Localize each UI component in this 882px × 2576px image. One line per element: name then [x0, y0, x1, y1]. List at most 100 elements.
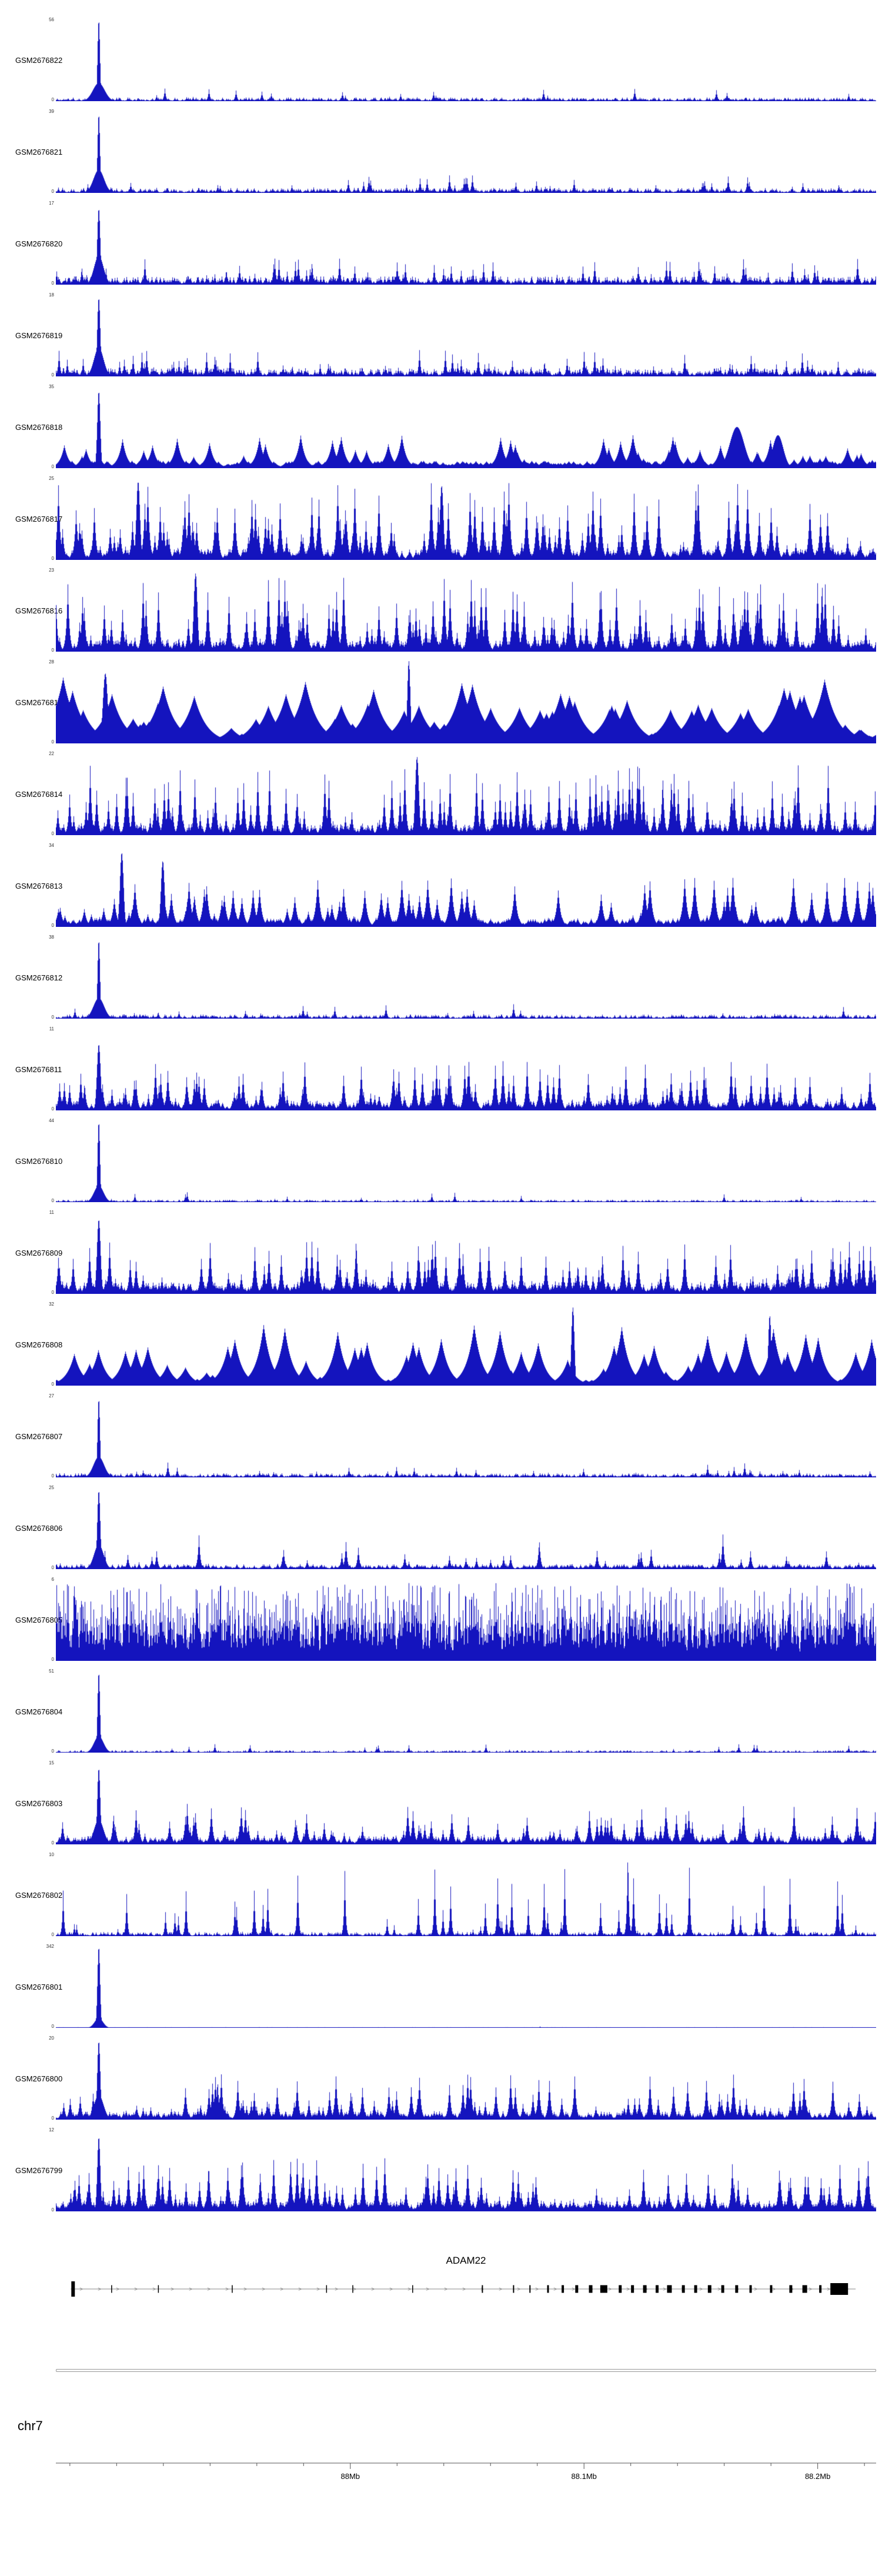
chromosome-ideogram: [56, 2369, 876, 2372]
signal-track-row: GSM2676816 23 0: [0, 565, 876, 656]
track-plot: 34 0: [49, 843, 876, 928]
strand-arrow-icon: >: [243, 2287, 247, 2293]
coverage-canvas: [56, 294, 876, 376]
track-ymax-value: 23: [49, 568, 54, 573]
axis-tick-label: 88Mb: [341, 2472, 360, 2481]
strand-arrow-icon: >: [353, 2287, 356, 2293]
gene-exon: [529, 2285, 531, 2293]
track-label: GSM2676818: [15, 422, 63, 432]
axis-tick-label: 88.2Mb: [805, 2472, 830, 2481]
strand-arrow-icon: >: [298, 2287, 302, 2293]
coverage-canvas: [56, 1212, 876, 1294]
chromosome-label: chr7: [18, 2418, 43, 2433]
track-ymax-value: 12: [49, 2127, 54, 2133]
track-ymax-value: 10: [49, 1852, 54, 1857]
gene-exon: [547, 2285, 549, 2293]
gene-exon: [352, 2285, 353, 2293]
signal-track-row: GSM2676806 25 0: [0, 1482, 876, 1574]
gene-exon: [600, 2285, 607, 2293]
track-plot: 10 0: [49, 1853, 876, 1937]
strand-arrow-icon: >: [371, 2287, 375, 2293]
strand-arrow-icon: >: [389, 2287, 393, 2293]
gene-exon: [667, 2285, 672, 2293]
signal-track-row: GSM2676818 35 0: [0, 381, 876, 473]
gene-exon: [643, 2285, 647, 2293]
signal-track-row: GSM2676819 18 0: [0, 289, 876, 381]
track-ymin-value: 0: [51, 1932, 54, 1937]
track-ymin-value: 0: [51, 281, 54, 286]
track-plot: 44 0: [49, 1119, 876, 1203]
gene-title: ADAM22: [446, 2255, 486, 2266]
gene-exon: [789, 2285, 793, 2293]
coverage-canvas: [56, 1487, 876, 1569]
gene-exon: [412, 2285, 413, 2293]
track-label: GSM2676820: [15, 239, 63, 248]
signal-track-row: GSM2676814 22 0: [0, 748, 876, 840]
strand-arrow-icon: >: [262, 2287, 265, 2293]
strand-arrow-icon: >: [171, 2287, 174, 2293]
track-ymax-value: 17: [49, 201, 54, 206]
track-ymin-value: 0: [51, 739, 54, 745]
gene-exon: [589, 2285, 593, 2293]
track-label: GSM2676819: [15, 331, 63, 340]
strand-arrow-icon: >: [808, 2287, 812, 2293]
gene-exon: [158, 2285, 159, 2293]
strand-arrow-icon: >: [280, 2287, 283, 2293]
strand-arrow-icon: >: [608, 2287, 612, 2293]
track-plot: 22 0: [49, 752, 876, 836]
coverage-canvas: [56, 2129, 876, 2211]
signal-track-row: GSM2676801 342 0: [0, 1941, 876, 2033]
strand-arrow-icon: >: [189, 2287, 192, 2293]
track-ymin-value: 0: [51, 1015, 54, 1020]
signal-track-row: GSM2676799 12 0: [0, 2124, 876, 2216]
track-label: GSM2676807: [15, 1432, 63, 1441]
gene-exon: [619, 2285, 622, 2293]
coverage-canvas: [56, 1120, 876, 1202]
strand-arrow-icon: >: [134, 2287, 138, 2293]
gene-exon: [707, 2285, 711, 2293]
track-ymax-value: 342: [46, 1944, 54, 1949]
signal-track-row: GSM2676803 15 0: [0, 1757, 876, 1849]
track-plot: 32 0: [49, 1302, 876, 1387]
track-ymin-value: 0: [51, 97, 54, 102]
track-label: GSM2676811: [15, 1065, 62, 1074]
strand-arrow-icon: >: [152, 2287, 156, 2293]
strand-arrow-icon: >: [335, 2287, 338, 2293]
coverage-canvas: [56, 1303, 876, 1386]
strand-arrow-icon: >: [553, 2287, 557, 2293]
track-ymax-value: 25: [49, 476, 54, 481]
track-ymin-value: 0: [51, 1290, 54, 1295]
track-ymax-value: 27: [49, 1393, 54, 1399]
signal-track-row: GSM2676820 17 0: [0, 198, 876, 289]
signal-track-row: GSM2676804 51 0: [0, 1666, 876, 1757]
track-plot: 51 0: [49, 1669, 876, 1754]
track-plot: 35 0: [49, 385, 876, 469]
strand-arrow-icon: >: [663, 2287, 666, 2293]
track-ymax-value: 22: [49, 751, 54, 756]
track-label: GSM2676805: [15, 1615, 63, 1624]
strand-arrow-icon: >: [626, 2287, 630, 2293]
strand-arrow-icon: >: [79, 2287, 83, 2293]
track-plot: 18 0: [49, 293, 876, 378]
track-ymax-value: 20: [49, 2036, 54, 2041]
track-label: GSM2676809: [15, 1248, 63, 1257]
coverage-canvas: [56, 202, 876, 285]
coverage-canvas: [56, 1395, 876, 1477]
signal-track-row: GSM2676807 27 0: [0, 1390, 876, 1482]
track-plot: 20 0: [49, 2036, 876, 2121]
coverage-canvas: [56, 111, 876, 193]
track-ymin-value: 0: [51, 2207, 54, 2213]
track-ymax-value: 28: [49, 659, 54, 665]
coverage-canvas: [56, 845, 876, 927]
track-plot: 38 0: [49, 935, 876, 1020]
strand-arrow-icon: >: [517, 2287, 520, 2293]
coverage-canvas: [56, 936, 876, 1019]
axis-tick-label: 88.1Mb: [572, 2472, 597, 2481]
track-label: GSM2676800: [15, 2074, 63, 2083]
track-label: GSM2676803: [15, 1798, 63, 1808]
strand-arrow-icon: >: [316, 2287, 320, 2293]
track-ymax-value: 25: [49, 1485, 54, 1490]
track-label: GSM2676821: [15, 147, 63, 156]
gene-model-track: >>>>>>>>>>>>>>>>>>>>>>>>>>>>>>>>>>>>>>>>…: [71, 2281, 856, 2297]
track-ymin-value: 0: [51, 1106, 54, 1112]
